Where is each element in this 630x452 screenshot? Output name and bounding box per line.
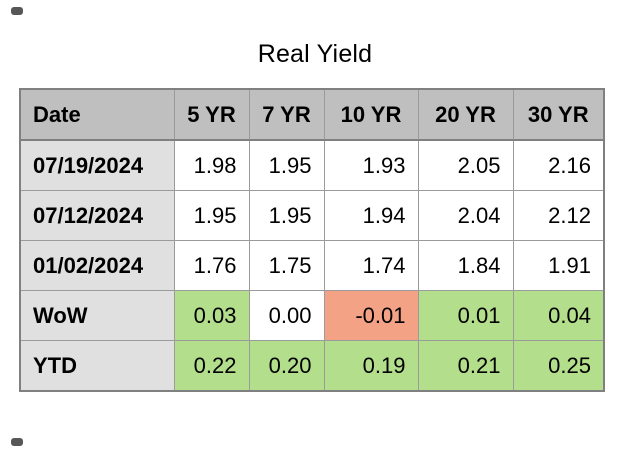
table-cell: 1.94 [323, 190, 419, 241]
table-row: 07/12/2024 1.95 1.95 1.94 2.04 2.12 [19, 190, 605, 241]
row-label: WoW [19, 290, 175, 341]
table-row: WoW 0.03 0.00 -0.01 0.01 0.04 [19, 290, 605, 341]
table-cell: 1.93 [323, 139, 419, 191]
table-cell: 0.22 [173, 340, 250, 392]
table-cell: 0.00 [248, 290, 325, 341]
table-cell: 1.84 [417, 240, 514, 291]
table-cell: 0.01 [417, 290, 514, 341]
table-row: YTD 0.22 0.20 0.19 0.21 0.25 [19, 340, 605, 392]
table-cell: 0.20 [248, 340, 325, 392]
table-cell: 2.05 [417, 139, 514, 191]
column-header-date: Date [19, 88, 175, 141]
column-header-7-yr: 7 YR [248, 88, 325, 141]
table-cell: 0.03 [173, 290, 250, 341]
row-label: YTD [19, 340, 175, 392]
table-cell: 0.19 [323, 340, 419, 392]
column-header-10-yr: 10 YR [323, 88, 419, 141]
column-header-30-yr: 30 YR [512, 88, 605, 141]
table-cell: 0.25 [512, 340, 605, 392]
real-yield-table: Date 5 YR 7 YR 10 YR 20 YR 30 YR 07/19/2024 1.… [19, 88, 605, 392]
table-cell: 1.95 [248, 190, 325, 241]
table-cell: 1.95 [173, 190, 250, 241]
corner-artifact-bottom [11, 438, 23, 446]
table-cell: 1.74 [323, 240, 419, 291]
header-row: Date 5 YR 7 YR 10 YR 20 YR 30 YR [19, 88, 605, 141]
row-label: 07/19/2024 [19, 139, 175, 191]
table-row: 01/02/2024 1.76 1.75 1.74 1.84 1.91 [19, 240, 605, 291]
table-cell: 1.75 [248, 240, 325, 291]
table-row: 07/19/2024 1.98 1.95 1.93 2.05 2.16 [19, 139, 605, 191]
column-header-20-yr: 20 YR [417, 88, 514, 141]
table-cell: 2.16 [512, 139, 605, 191]
page-title: Real Yield [257, 40, 373, 68]
table-cell: -0.01 [323, 290, 419, 341]
corner-artifact-top [11, 7, 23, 15]
row-label: 01/02/2024 [19, 240, 175, 291]
column-header-5-yr: 5 YR [173, 88, 250, 141]
table-cell: 0.21 [417, 340, 514, 392]
table-cell: 2.12 [512, 190, 605, 241]
table-cell: 1.91 [512, 240, 605, 291]
table-cell: 1.76 [173, 240, 250, 291]
table-cell: 2.04 [417, 190, 514, 241]
table-cell: 0.04 [512, 290, 605, 341]
table-cell: 1.95 [248, 139, 325, 191]
table-body: 07/19/2024 1.98 1.95 1.93 2.05 2.16 07/12/2024… [19, 139, 605, 392]
table-cell: 1.98 [173, 139, 250, 191]
row-label: 07/12/2024 [19, 190, 175, 241]
